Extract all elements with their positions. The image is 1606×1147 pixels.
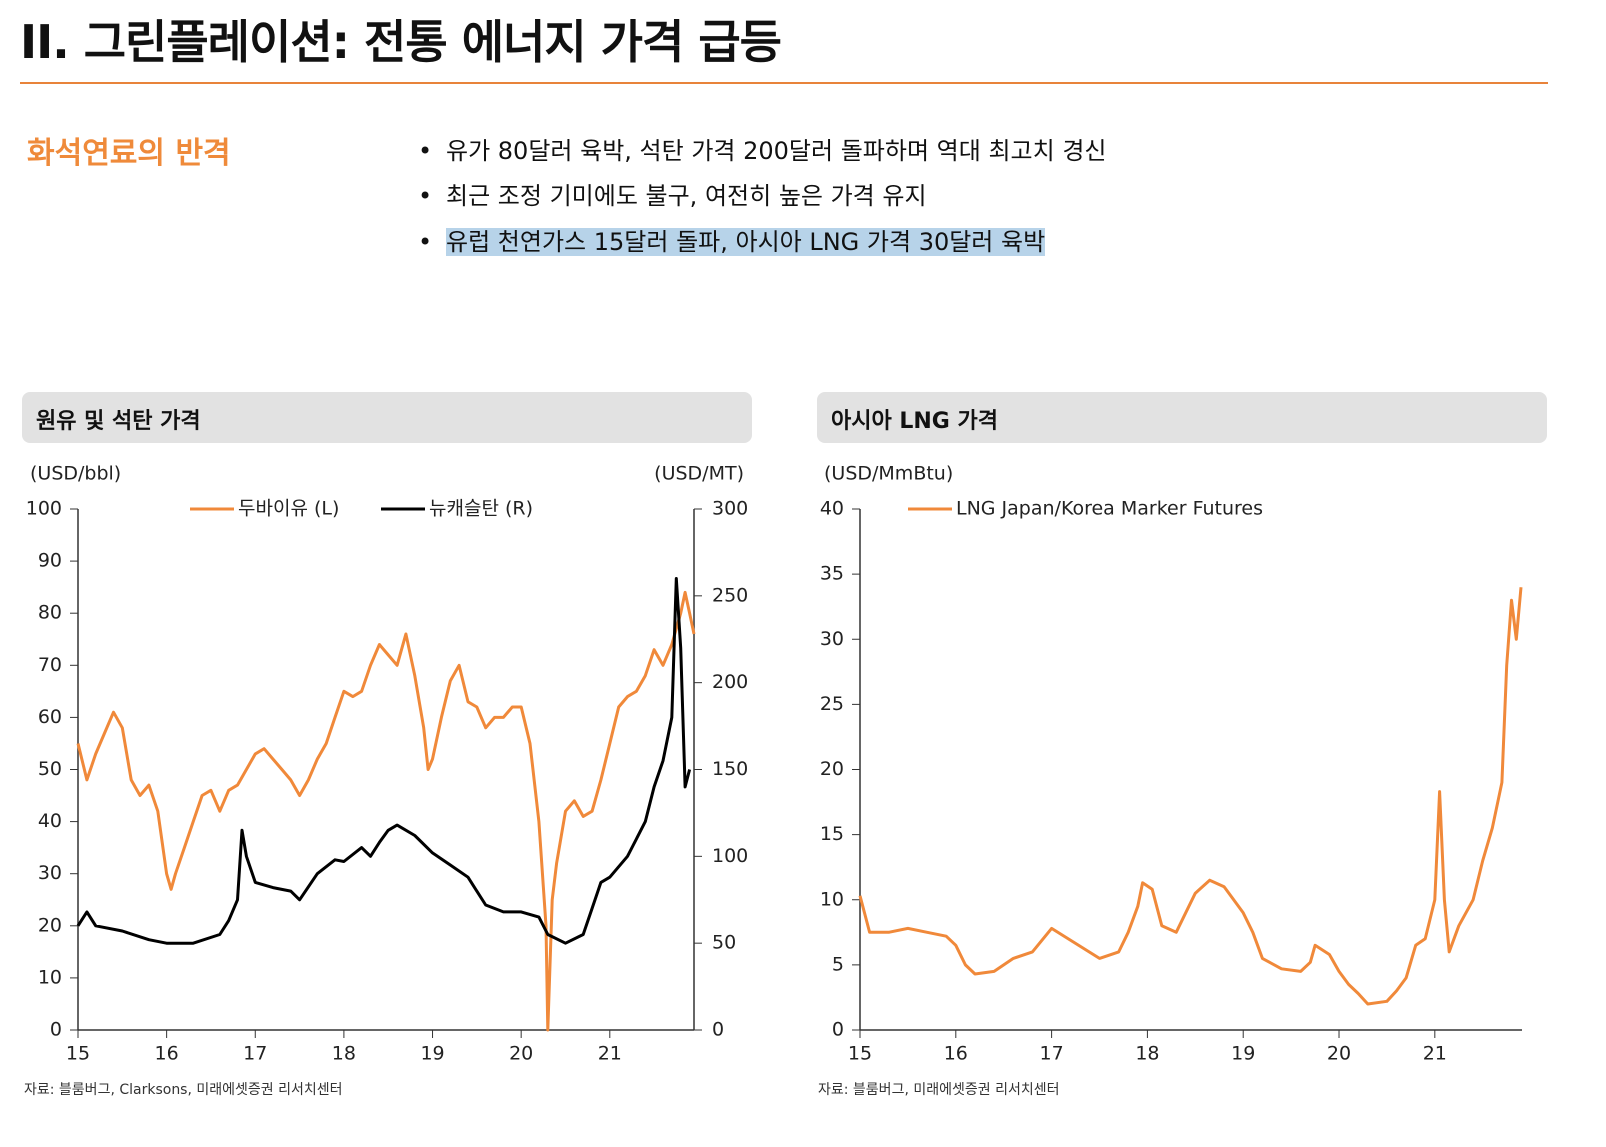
y-tick-label: 50 [38, 758, 62, 780]
y-tick-label: 15 [820, 823, 844, 845]
y-tick-label: 90 [38, 550, 62, 572]
y2-tick-label: 150 [712, 758, 748, 780]
y-tick-label: 10 [38, 966, 62, 988]
y-tick-label: 40 [38, 810, 62, 832]
title-rule [20, 82, 1548, 84]
y2-tick-label: 250 [712, 584, 748, 606]
y2-axis-label: (USD/MT) [654, 463, 744, 485]
x-tick-label: 21 [598, 1043, 622, 1065]
y-tick-label: 30 [820, 628, 844, 650]
y-tick-label: 10 [820, 888, 844, 910]
chart-title-box: 원유 및 석탄 가격 [22, 392, 752, 443]
legend-label: 두바이유 (L) [238, 498, 339, 520]
x-tick-label: 21 [1423, 1043, 1447, 1065]
y-axis-label: (USD/bbl) [30, 463, 121, 485]
x-tick-label: 18 [332, 1043, 356, 1065]
y-tick-label: 70 [38, 654, 62, 676]
bullet-text: 유가 80달러 육박, 석탄 가격 200달러 돌파하며 역대 최고치 경신 [446, 137, 1107, 165]
y-tick-label: 40 [820, 498, 844, 520]
y2-tick-label: 100 [712, 845, 748, 867]
x-tick-label: 20 [509, 1043, 533, 1065]
y2-tick-label: 0 [712, 1019, 724, 1041]
y2-tick-label: 300 [712, 498, 748, 520]
legend-label: LNG Japan/Korea Marker Futures [956, 498, 1263, 520]
y-tick-label: 35 [820, 563, 844, 585]
bullet-text: 유럽 천연가스 15달러 돌파, 아시아 LNG 가격 30달러 육박 [446, 228, 1046, 256]
chart-title-box: 아시아 LNG 가격 [817, 392, 1547, 443]
y-tick-label: 30 [38, 862, 62, 884]
page-title: II. 그린플레이션: 전통 에너지 가격 급등 [20, 15, 782, 69]
section-label: 화석연료의 반격 [27, 136, 231, 171]
y-tick-label: 0 [50, 1019, 62, 1041]
y-tick-label: 60 [38, 706, 62, 728]
chart-title: 원유 및 석탄 가격 [36, 409, 201, 434]
chart-title: 아시아 LNG 가격 [831, 409, 999, 434]
y-tick-label: 0 [832, 1019, 844, 1041]
source: 자료: 블룸버그, Clarksons, 미래에셋증권 리서치센터 [24, 1082, 343, 1098]
bullet: • 유가 80달러 육박, 석탄 가격 200달러 돌파하며 역대 최고치 경신 [418, 137, 1107, 165]
source: 자료: 블룸버그, 미래에셋증권 리서치센터 [818, 1082, 1059, 1098]
series-line [858, 587, 1523, 1006]
x-tick-label: 19 [420, 1043, 444, 1065]
x-tick-label: 17 [1040, 1043, 1064, 1065]
y-tick-label: 25 [820, 693, 844, 715]
series-line [76, 590, 696, 1032]
legend-label: 뉴캐슬탄 (R) [429, 498, 533, 520]
bullet: • 최근 조정 기미에도 불구, 여전히 높은 가격 유지 [418, 182, 927, 210]
y-tick-label: 100 [26, 498, 62, 520]
x-tick-label: 17 [243, 1043, 267, 1065]
x-tick-label: 15 [848, 1043, 872, 1065]
x-tick-label: 20 [1327, 1043, 1351, 1065]
x-tick-label: 19 [1231, 1043, 1255, 1065]
x-tick-label: 18 [1135, 1043, 1159, 1065]
y-tick-label: 20 [820, 758, 844, 780]
y-tick-label: 80 [38, 602, 62, 624]
series-line [76, 577, 692, 945]
y-tick-label: 5 [832, 953, 844, 975]
y-tick-label: 20 [38, 914, 62, 936]
bullet-text: 최근 조정 기미에도 불구, 여전히 높은 가격 유지 [446, 182, 927, 210]
bullet: • 유럽 천연가스 15달러 돌파, 아시아 LNG 가격 30달러 육박 [418, 228, 1046, 256]
x-tick-label: 16 [944, 1043, 968, 1065]
y2-tick-label: 200 [712, 671, 748, 693]
y2-tick-label: 50 [712, 932, 736, 954]
x-tick-label: 16 [155, 1043, 179, 1065]
y-axis-label: (USD/MmBtu) [824, 463, 953, 485]
x-tick-label: 15 [66, 1043, 90, 1065]
